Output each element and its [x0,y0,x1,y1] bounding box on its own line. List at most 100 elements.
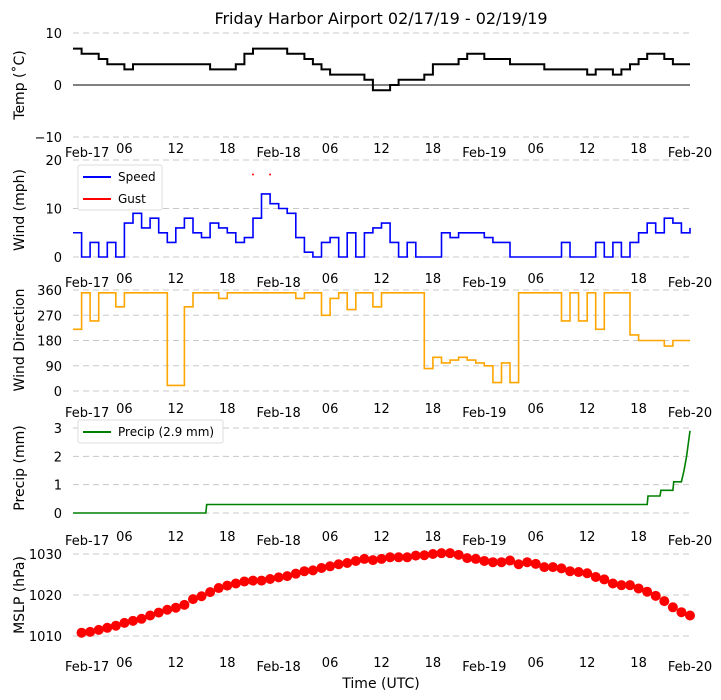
temp-line [73,47,690,92]
mslp-point [659,596,670,607]
x-tick-label: 12 [579,272,596,287]
y-tick-label: 1030 [29,548,62,563]
x-tick-label: 06 [116,656,133,671]
mslp-point [436,548,447,559]
mslp-point [367,555,378,566]
mslp-point [76,627,87,638]
x-tick-label: 18 [630,142,647,157]
y-axis-label: Precip (mm) [12,425,28,510]
y-tick-label: 0 [54,507,62,522]
x-tick-label: Feb-18 [257,146,301,161]
mslp-point [290,568,301,579]
x-tick-label: Feb-18 [257,534,301,549]
mslp-point [565,566,576,577]
x-tick-label: 18 [425,272,442,287]
mslp-point [102,622,113,633]
x-tick-label: Feb-19 [462,276,506,291]
mslp-point [350,555,361,566]
mslp-point [136,613,147,624]
x-tick-label: Feb-17 [65,534,109,549]
y-tick-label: −10 [35,131,62,146]
x-tick-label: Feb-20 [668,534,712,549]
legend-label: Precip (2.9 mm) [118,425,214,439]
x-tick-label: 12 [373,272,390,287]
mslp-point [402,552,413,563]
mslp-point [496,557,507,568]
x-tick-label: Feb-20 [668,276,712,291]
panel-1: 10 0 −10 Temp (˚C) Feb-17 06 12 18 Feb-18 06 12 18 F… [11,27,712,161]
mslp-point [213,583,224,594]
x-tick-label: 06 [322,656,339,671]
mslp-point [616,580,627,591]
mslp-point [316,562,327,573]
mslp-point [196,591,207,602]
y-tick-label: 0 [54,251,62,266]
mslp-point [333,559,344,570]
mslp-point [376,553,387,564]
mslp-point [247,575,258,586]
mslp-point [505,555,516,566]
mslp-point [676,607,687,618]
mslp-point [359,553,370,564]
mslp-point [393,552,404,563]
x-tick-label: 06 [527,656,544,671]
mslp-point [625,580,636,591]
mslp-point [239,576,250,587]
mslp-point [487,557,498,568]
mslp-point [607,578,618,589]
x-tick-label: 18 [630,402,647,417]
x-tick-label: 06 [527,272,544,287]
mslp-point [590,571,601,582]
legend-box [77,419,224,444]
x-tick-label: 18 [630,656,647,671]
x-axis-label: Time (UTC) [341,676,419,692]
legend: Speed Gust [77,164,163,211]
panel-4: 3 2 1 0 Precip (mm) Feb-17 06 12 18 Feb-18 06 12 18 F… [12,419,712,549]
mslp-point [179,599,190,610]
x-tick-label: Feb-17 [65,146,109,161]
x-tick-label: 18 [219,402,236,417]
x-tick-label: 12 [168,402,185,417]
mslp-point [462,553,473,564]
y-tick-label: 0 [54,79,62,94]
mslp-point [479,555,490,566]
x-tick-label: 06 [116,402,133,417]
x-tick-label: 06 [116,530,133,545]
x-tick-label: Feb-20 [668,146,712,161]
mslp-point [599,574,610,585]
mslp-point [307,565,318,576]
mslp-point [530,558,541,569]
legend: Precip (2.9 mm) [77,419,224,444]
y-tick-label: 360 [37,284,62,299]
x-tick-label: 06 [322,142,339,157]
x-tick-label: 06 [527,402,544,417]
speed-line [73,193,691,258]
x-tick-label: Feb-17 [65,276,109,291]
mslp-point [445,548,456,559]
mslp-point [539,562,550,573]
precip-line [73,430,691,514]
x-tick-label: 06 [527,530,544,545]
x-tick-label: 18 [425,142,442,157]
x-tick-label: Feb-20 [668,406,712,421]
y-tick-label: 1020 [29,589,62,604]
mslp-point [573,567,584,578]
x-tick-label: 18 [425,530,442,545]
mslp-point [419,550,430,561]
mslp-point [513,559,524,570]
mslp-point [556,563,567,574]
x-tick-label: 12 [579,402,596,417]
y-axis-label: Wind (mph) [12,169,28,251]
mslp-point [667,602,678,613]
x-tick-label: 18 [219,656,236,671]
x-tick-label: Feb-19 [462,406,506,421]
x-tick-label: 06 [527,142,544,157]
mslp-point [93,624,104,635]
y-tick-label: 2 [54,450,62,465]
panel-2: 20 10 0 Wind (mph) Feb-17 06 12 18 Feb-18 06 12 18 F… [12,154,712,291]
x-tick-label: Feb-19 [462,534,506,549]
x-tick-label: 18 [630,530,647,545]
gust-point [269,173,272,176]
x-tick-label: 18 [219,142,236,157]
mslp-point [685,610,695,621]
